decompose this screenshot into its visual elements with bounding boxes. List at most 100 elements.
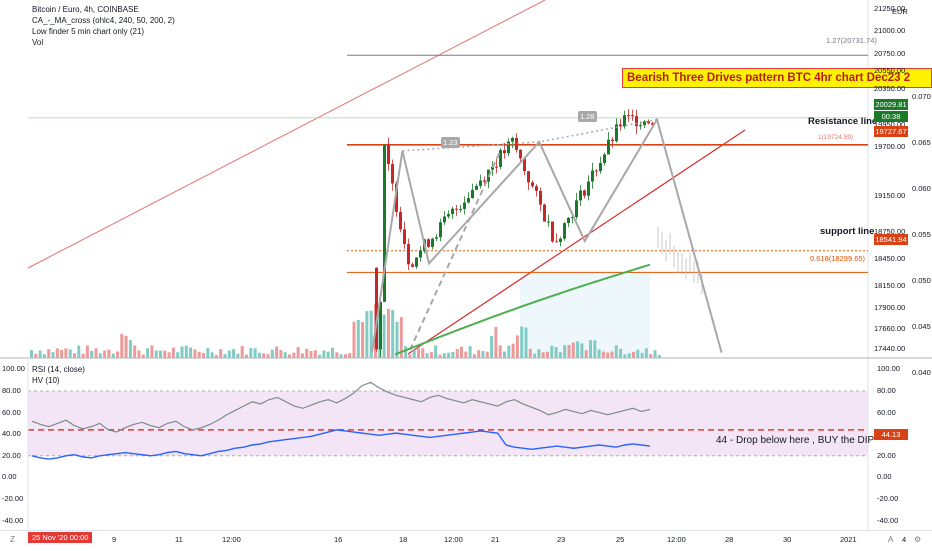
volume-bar [589,340,592,358]
volume-bar [494,326,498,358]
volume-bar [223,354,227,358]
volume-bar [318,354,322,358]
volume-bar [283,352,287,358]
candle-body [499,150,502,167]
candle-body [603,154,606,163]
candle-body [411,264,414,267]
volume-bar [232,349,236,358]
candle-body [399,211,402,230]
volume-bar [653,350,657,358]
settings-icon[interactable]: ⚙ [914,535,922,544]
volume-bar [481,350,485,358]
ratio-tick-label: 0.055 [912,230,931,239]
candle-body [619,124,622,127]
volume-bar [503,351,506,358]
volume-bar [567,344,571,358]
volume-bar [576,341,580,358]
volume-bar [270,349,274,358]
volume-bar [563,345,567,358]
price-tick-label: 20350.00 [874,84,906,94]
volume-bar [150,345,154,358]
rsi-label[interactable]: RSI (14, close) [32,365,85,374]
price-tick-label: 19150.00 [874,191,906,201]
price-tick-label: 18150.00 [874,280,906,290]
volume-bar [417,348,420,358]
volume-bar [34,353,38,358]
volume-bar [627,353,631,358]
candle-body [379,301,382,350]
volume-bar [614,345,618,358]
volume-bar [365,311,369,358]
volume-bar [266,354,270,358]
price-tick-label: 21250.00 [874,3,906,13]
volume-bar [279,350,283,358]
candle-body [527,171,530,183]
volume-bar [245,354,248,358]
time-tick-label: 11 [175,535,183,544]
candle-body [451,208,454,214]
volume-bar [537,349,541,358]
candle-body [431,238,434,247]
rsi-right-tick-label: 0.00 [877,472,892,482]
candle-body [559,238,562,242]
symbol-label[interactable]: Bitcoin / Euro, 4h, COINBASE [32,5,139,14]
candle-body [647,121,650,124]
volume-bar [546,351,549,358]
volume-bar [197,351,201,358]
volume-bar [533,353,537,358]
volume-bar [193,349,197,358]
volume-bar [331,347,334,358]
rsi-right-tick-label: 20.00 [877,450,896,460]
time-axis-bar[interactable] [0,530,932,551]
volume-bar [356,320,360,358]
volume-bar [460,346,463,358]
candle-body [643,121,646,126]
candle-body [415,257,418,267]
candle-body [387,145,390,165]
candle-body [375,267,378,350]
zoom-icon[interactable]: Z [10,535,15,544]
support-annotation: support line [820,226,875,237]
volume-bar [305,348,309,358]
price-tick-label: 19700.00 [874,142,906,152]
volume-bar [262,353,266,358]
volume-bar [184,345,188,358]
candle-body [551,221,554,242]
ratio-tick-label: 0.040 [912,368,931,377]
volume-bar [313,350,317,358]
candle-body [571,217,574,219]
upper-trend-line [27,0,546,269]
hv-series-line [31,429,651,460]
volume-bar [636,349,640,358]
volume-bar [141,354,145,358]
low-finder-label[interactable]: Low finder 5 min chart only (21) [32,27,145,36]
volume-bar [348,353,352,358]
fib-0618-label: 0.618(18299.65) [810,254,866,263]
ma-indicator-label[interactable]: CA_-_MA_cross (ohlc4, 240, 50, 200, 2) [32,16,175,25]
last-price-tag: 20029.81 [874,99,908,110]
volume-bar [640,352,644,358]
volume-bar [451,351,455,358]
volume-bar [597,349,601,358]
hv-label[interactable]: HV (10) [32,376,60,385]
candle-body [591,170,594,182]
candle-body [531,182,534,187]
rsi-left-tick-label: 60.00 [2,407,21,417]
candle-body [427,239,430,247]
ratio-label-b: 1.28 [578,111,597,122]
price-chart[interactable] [0,0,932,360]
candle-body [607,139,610,155]
volume-bar [219,349,223,358]
rsi-chart[interactable] [0,360,932,530]
auto-scale-icon[interactable]: A [888,535,894,544]
rsi-right-tick-label: -20.00 [877,494,899,503]
volume-bar [326,351,330,358]
volume-bar [644,348,648,358]
volume-label[interactable]: Vol [32,38,44,47]
rsi-left-tick-label: -20.00 [2,494,24,503]
volume-bar [98,353,102,358]
candle-body [611,139,614,142]
ratio-tick-label: 0.050 [912,276,931,285]
resistance-price-tag: 19727.67 [874,126,908,137]
volume-bar [42,354,46,358]
